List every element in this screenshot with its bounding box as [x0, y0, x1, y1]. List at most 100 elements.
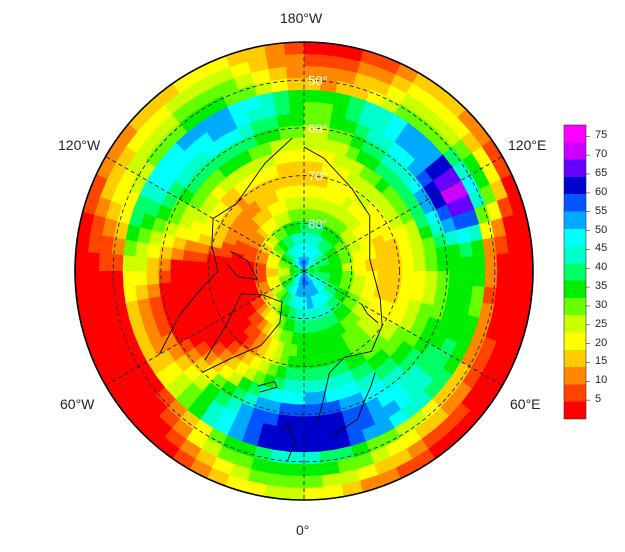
grid-cell — [324, 326, 336, 341]
grid-cell — [312, 366, 324, 381]
grid-cell — [288, 185, 298, 200]
grid-cell — [200, 304, 217, 319]
grid-cell — [372, 66, 396, 86]
grid-cell — [354, 301, 369, 314]
grid-cell — [241, 271, 256, 277]
grid-cell — [157, 113, 181, 137]
grid-cell — [344, 295, 358, 307]
grid-cell — [245, 244, 260, 255]
grid-cell — [158, 406, 182, 430]
grid-cell — [270, 448, 290, 464]
grid-cell — [469, 167, 490, 190]
grid-cell — [145, 125, 169, 149]
grid-cell — [271, 90, 290, 106]
grid-cell — [110, 271, 125, 290]
grid-cell — [200, 408, 221, 429]
grid-cell — [328, 260, 342, 267]
grid-cell — [314, 278, 326, 288]
grid-cell — [115, 123, 139, 149]
grid-cell — [144, 146, 166, 169]
grid-cell — [304, 474, 325, 489]
grid-cell — [364, 325, 380, 341]
grid-cell — [242, 279, 257, 288]
grid-cell — [240, 95, 261, 114]
grid-cell — [233, 312, 249, 327]
grid-cell — [372, 332, 389, 349]
grid-cell — [87, 233, 103, 255]
grid-cell — [151, 308, 169, 326]
grid-cell — [128, 208, 146, 229]
grid-cell — [146, 257, 160, 273]
grid-cell — [363, 221, 379, 235]
grid-cell — [284, 161, 296, 176]
grid-cell — [122, 255, 137, 273]
grid-cell — [341, 230, 355, 243]
grid-cell — [266, 275, 280, 282]
grid-cell — [128, 174, 148, 196]
grid-cell — [270, 249, 284, 259]
grid-cell — [172, 418, 195, 440]
grid-cell — [254, 262, 268, 269]
grid-cell — [273, 102, 291, 118]
grid-cell — [265, 267, 279, 272]
grid-cell — [326, 254, 340, 263]
grid-cell — [278, 273, 292, 278]
grid-cell — [274, 287, 287, 299]
grid-cell — [170, 281, 186, 296]
grid-cell — [111, 237, 127, 257]
grid-cell — [290, 125, 304, 139]
grid-cell — [340, 330, 354, 346]
grid-cell — [319, 66, 340, 82]
grid-cell — [327, 257, 341, 265]
grid-cell — [194, 261, 208, 272]
grid-cell — [166, 209, 184, 227]
grid-cell — [303, 244, 307, 258]
grid-cell — [471, 269, 486, 287]
grid-cell — [325, 176, 338, 192]
grid-cell — [263, 220, 276, 234]
grid-cell — [338, 395, 355, 412]
grid-cell — [247, 186, 262, 202]
grid-cell — [380, 426, 402, 447]
grid-cell — [388, 261, 402, 271]
grid-cell — [234, 196, 250, 212]
grid-cell — [261, 321, 274, 336]
grid-cell — [294, 245, 301, 259]
grid-cell — [88, 174, 109, 199]
grid-cell — [134, 271, 149, 287]
grid-cell — [316, 210, 326, 225]
grid-cell — [346, 218, 361, 232]
grid-cell — [462, 313, 480, 334]
grid-cell — [334, 241, 348, 253]
coastline — [257, 381, 278, 393]
grid-cell — [265, 273, 280, 278]
grid-cell — [329, 267, 343, 271]
grid-cell — [160, 294, 177, 310]
grid-cell — [232, 181, 249, 198]
grid-cell — [254, 395, 271, 412]
grid-cell — [324, 214, 336, 229]
grid-cell — [230, 264, 244, 272]
grid-cell — [198, 325, 216, 342]
grid-cell — [278, 225, 289, 239]
grid-cell — [325, 350, 339, 366]
grid-cell — [399, 278, 414, 291]
grid-cell — [512, 210, 530, 234]
grid-cell — [303, 208, 310, 223]
grid-cell — [392, 200, 410, 217]
grid-cell — [292, 283, 300, 296]
grid-cell — [308, 233, 314, 247]
grid-cell — [505, 287, 521, 309]
grid-cell — [266, 203, 279, 219]
grid-cell — [384, 84, 407, 105]
grid-cell — [232, 286, 247, 297]
grid-cell — [446, 242, 461, 259]
grid-cell — [320, 460, 342, 476]
grid-cell — [282, 149, 295, 165]
grid-cell — [126, 388, 149, 412]
grid-cell — [256, 302, 270, 316]
grid-cell — [206, 254, 221, 265]
latitude-labels: 50° 60° 70° 80° — [308, 73, 328, 231]
grid-cell — [194, 251, 209, 264]
grid-cell — [317, 424, 335, 440]
